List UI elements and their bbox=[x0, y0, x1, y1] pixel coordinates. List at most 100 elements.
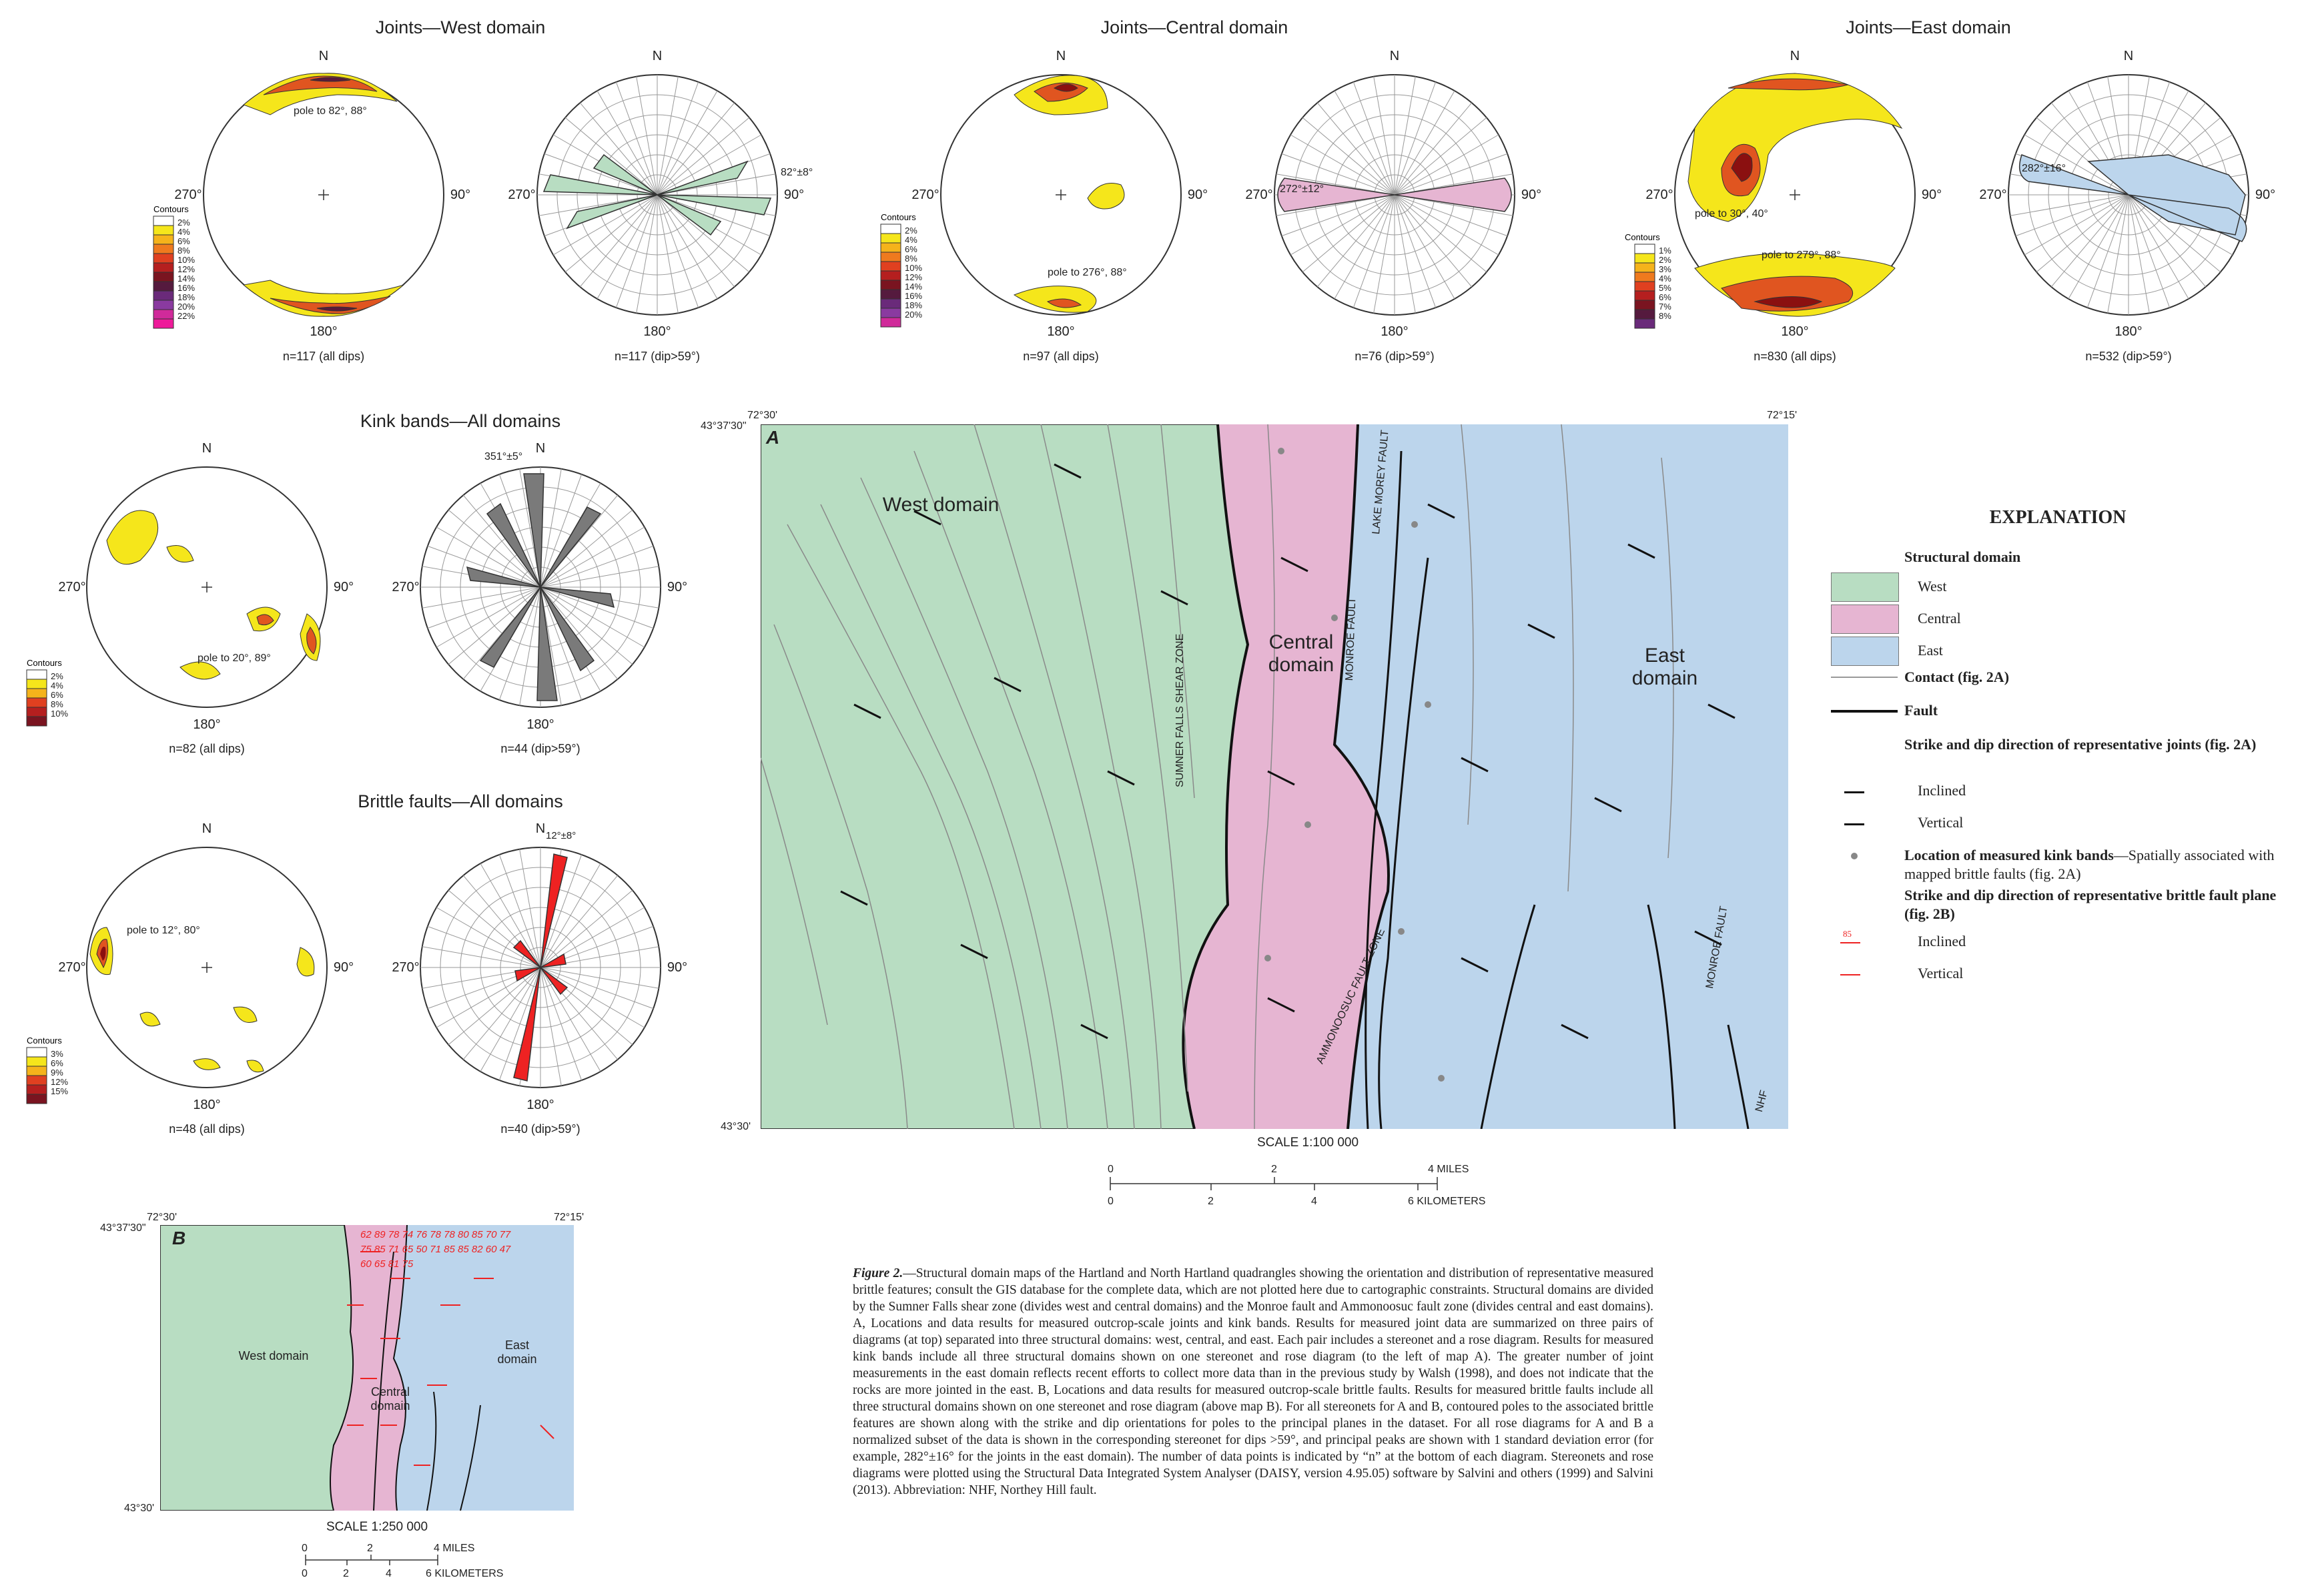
n-kink-rose: n=44 (dip>59°) bbox=[500, 742, 581, 755]
svg-text:180°: 180° bbox=[526, 1098, 554, 1112]
svg-text:Contours: Contours bbox=[1625, 232, 1660, 242]
contour-legend-west: Contours bbox=[153, 204, 189, 329]
joints-west-title: Joints—West domain bbox=[375, 17, 546, 37]
pole-label-east-2: pole to 279°, 88° bbox=[1762, 250, 1841, 261]
contours-faults-values: 3% 6% 9% 12% 15% bbox=[51, 1049, 69, 1096]
rose-kink bbox=[420, 466, 661, 708]
svg-text:90°: 90° bbox=[1521, 187, 1541, 202]
map-a-scale: SCALE 1:100 000 bbox=[1256, 1136, 1359, 1150]
n-joints-central-rose: n=76 (dip>59°) bbox=[1355, 350, 1435, 363]
contour-legend-central: Contours bbox=[880, 212, 916, 328]
stereonet-joints-west bbox=[203, 73, 444, 317]
n-joints-east-rose: n=532 (dip>59°) bbox=[2085, 350, 2172, 363]
n-joints-central-stereo: n=97 (all dips) bbox=[1023, 350, 1099, 363]
map-b-km-2: 2 bbox=[343, 1568, 349, 1579]
svg-text:90°: 90° bbox=[1922, 187, 1942, 202]
joint-vertical-symbol bbox=[1844, 823, 1864, 825]
svg-text:270°: 270° bbox=[58, 580, 85, 594]
svg-text:90°: 90° bbox=[334, 960, 354, 975]
swatch-east bbox=[1831, 637, 1899, 666]
fault-line bbox=[1831, 710, 1898, 713]
map-b-lat-top: 43°37'30" bbox=[100, 1222, 146, 1234]
svg-text:N: N bbox=[1390, 49, 1399, 63]
contour-legend-kink: Contours bbox=[26, 658, 62, 727]
map-a-east-label: East domain bbox=[1631, 645, 1698, 689]
map-a-miles: 4 MILES bbox=[1428, 1164, 1469, 1175]
map-b-scale: SCALE 1:250 000 bbox=[326, 1520, 428, 1534]
svg-text:270°: 270° bbox=[508, 187, 535, 202]
map-b-letter: B bbox=[172, 1228, 186, 1248]
svg-text:270°: 270° bbox=[392, 960, 419, 975]
peak-label-central: 272°±12° bbox=[1280, 183, 1324, 195]
map-b-lon-right: 72°15' bbox=[554, 1212, 585, 1223]
map-b-scalebar bbox=[305, 1555, 438, 1565]
stereonet-faults bbox=[86, 847, 328, 1088]
svg-text:270°: 270° bbox=[1645, 187, 1673, 202]
svg-text:Contours: Contours bbox=[27, 1036, 62, 1046]
svg-text:N: N bbox=[319, 49, 328, 63]
stereonet-kink bbox=[86, 466, 328, 708]
svg-text:Contours: Contours bbox=[881, 212, 916, 222]
map-a-central-label: Central domain bbox=[1268, 631, 1334, 676]
map-b-lon-left: 72°30' bbox=[147, 1212, 177, 1223]
swatch-west bbox=[1831, 572, 1899, 602]
map-a-mi-2: 2 bbox=[1271, 1164, 1277, 1175]
svg-text:180°: 180° bbox=[193, 717, 220, 732]
peak-label-kink: 351°±5° bbox=[484, 451, 523, 462]
sumner-falls-label: SUMNER FALLS SHEAR ZONE bbox=[1174, 633, 1186, 787]
map-b-east-label: East domain bbox=[497, 1338, 537, 1366]
contact-line bbox=[1831, 677, 1898, 678]
map-b-km-4: 4 bbox=[386, 1568, 392, 1579]
svg-text:180°: 180° bbox=[643, 324, 671, 339]
kink-dot bbox=[1851, 853, 1858, 859]
svg-text:180°: 180° bbox=[2115, 324, 2142, 339]
legend-vertical-2: Vertical bbox=[1918, 965, 1964, 981]
joints-central-title: Joints—Central domain bbox=[1100, 17, 1288, 37]
pole-label-west: pole to 82°, 88° bbox=[294, 105, 367, 117]
map-b bbox=[160, 1225, 574, 1511]
svg-text:270°: 270° bbox=[392, 580, 419, 594]
map-b-mi-2: 2 bbox=[367, 1543, 373, 1554]
contours-central-values: 2% 4% 6% 8% 10% 12% 14% 16% 18% 20% bbox=[905, 226, 923, 320]
svg-text:180°: 180° bbox=[1047, 324, 1074, 339]
svg-text:180°: 180° bbox=[193, 1098, 220, 1112]
map-b-mi-0: 0 bbox=[302, 1543, 308, 1554]
joints-east-title: Joints—East domain bbox=[1846, 17, 2011, 37]
contours-east-values: 1% 2% 3% 4% 5% 6% 7% 8% bbox=[1659, 246, 1671, 321]
explanation: EXPLANATION Structural domain West Centr… bbox=[1831, 507, 2285, 997]
svg-text:90°: 90° bbox=[450, 187, 470, 202]
svg-text:90°: 90° bbox=[784, 187, 804, 202]
svg-text:180°: 180° bbox=[526, 717, 554, 732]
pole-label-central: pole to 276°, 88° bbox=[1048, 267, 1127, 278]
fault-inclined-symbol bbox=[1840, 942, 1860, 943]
peak-label-east: 282°±16° bbox=[2022, 163, 2066, 174]
legend-west: West bbox=[1918, 578, 1947, 594]
svg-text:90°: 90° bbox=[334, 580, 354, 594]
dip-example: 85 bbox=[1843, 929, 1852, 939]
figure-caption: Figure 2.—Structural domain maps of the … bbox=[853, 1265, 1653, 1499]
legend-joints: Strike and dip direction of representati… bbox=[1904, 736, 2257, 753]
legend-brittle: Strike and dip direction of representati… bbox=[1904, 887, 2277, 922]
svg-text:N: N bbox=[653, 49, 662, 63]
svg-text:270°: 270° bbox=[1979, 187, 2006, 202]
pole-label-faults: pole to 12°, 80° bbox=[127, 925, 200, 936]
svg-text:90°: 90° bbox=[1188, 187, 1208, 202]
svg-text:Contours: Contours bbox=[27, 658, 62, 668]
stereonet-joints-east bbox=[1674, 73, 1916, 317]
rose-joints-west bbox=[536, 74, 778, 316]
legend-contact: Contact (fig. 2A) bbox=[1904, 669, 2010, 685]
svg-text:270°: 270° bbox=[1245, 187, 1272, 202]
rose-faults bbox=[420, 847, 661, 1088]
legend-kink-desc: —Spatially associated with mapped brittl… bbox=[1904, 847, 2275, 882]
svg-text:N: N bbox=[202, 821, 212, 836]
joint-inclined-symbol bbox=[1844, 791, 1864, 793]
svg-text:180°: 180° bbox=[1381, 324, 1408, 339]
svg-text:180°: 180° bbox=[1781, 324, 1808, 339]
svg-text:90°: 90° bbox=[667, 580, 687, 594]
n-joints-west-stereo: n=117 (all dips) bbox=[282, 350, 365, 363]
svg-text:90°: 90° bbox=[667, 960, 687, 975]
explanation-title: EXPLANATION bbox=[1989, 507, 2127, 528]
svg-text:270°: 270° bbox=[911, 187, 939, 202]
contour-legend-faults: Contours bbox=[26, 1036, 62, 1104]
rose-joints-east bbox=[2008, 74, 2249, 316]
